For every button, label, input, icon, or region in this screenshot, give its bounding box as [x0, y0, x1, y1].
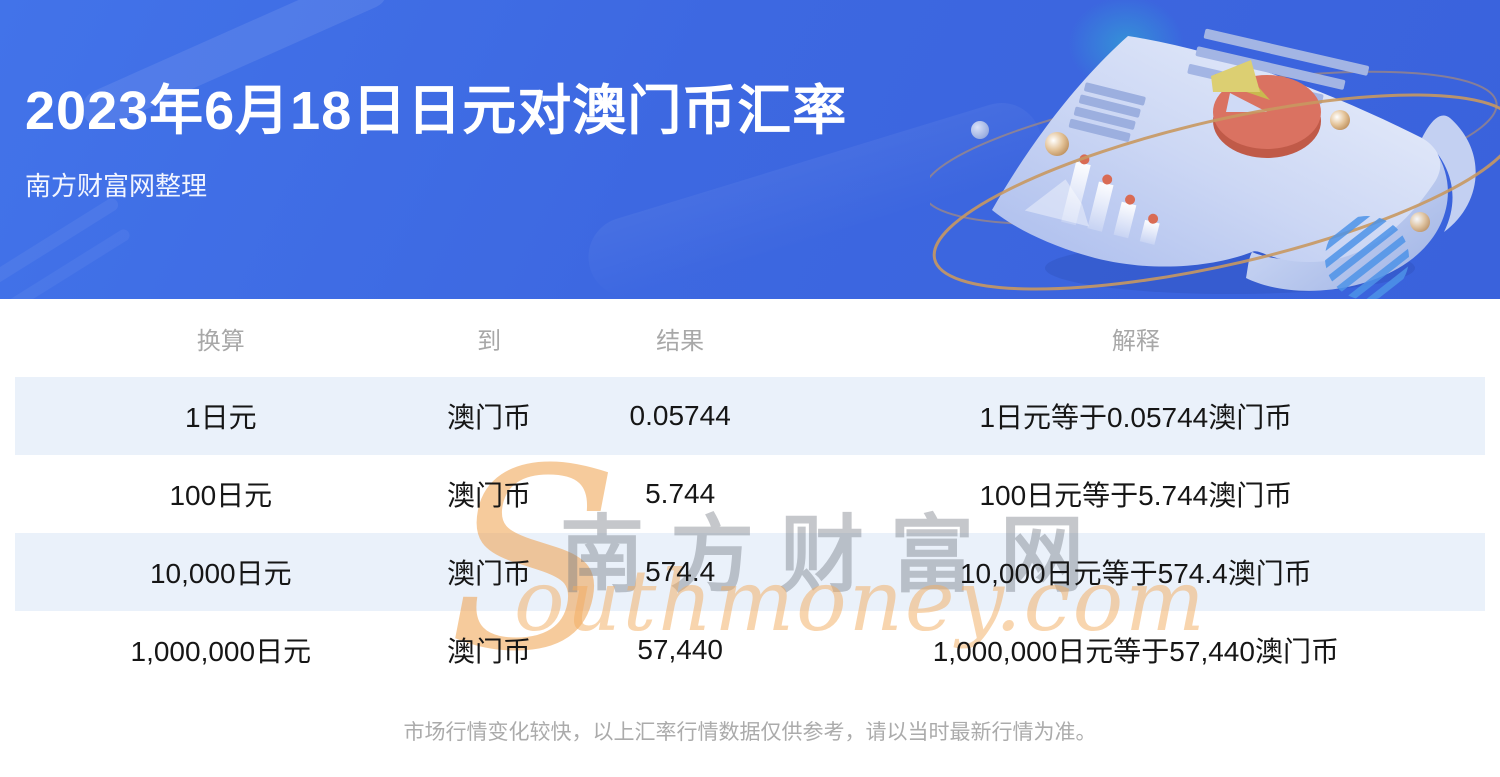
cell-amount: 1日元 — [185, 402, 257, 433]
page-title: 2023年6月18日日元对澳门币汇率 — [25, 81, 848, 141]
cell-amount: 10,000日元 — [149, 558, 292, 589]
exchange-rate-table: 换算 到 结果 解释 1日元 澳门币 0.05744 1日元等于0.05744澳… — [15, 299, 1485, 689]
cell-explanation: 1,000,000日元等于57,440澳门币 — [932, 636, 1339, 667]
table-row: 10,000日元 澳门币 574.4 10,000日元等于574.4澳门币 — [15, 533, 1485, 611]
page-subtitle: 南方财富网整理 — [25, 171, 208, 201]
table-header-row: 换算 到 结果 解释 — [15, 299, 1485, 377]
finance-document-illustration — [930, 0, 1500, 299]
column-header-explanation: 解释 — [1111, 327, 1160, 355]
cell-explanation: 100日元等于5.744澳门币 — [979, 480, 1293, 511]
cell-result: 0.05744 — [629, 400, 731, 431]
orbit-lines-front — [932, 93, 1500, 291]
table-row: 100日元 澳门币 5.744 100日元等于5.744澳门币 — [15, 455, 1485, 533]
cell-result: 5.744 — [645, 478, 716, 509]
table-row: 1,000,000日元 澳门币 57,440 1,000,000日元等于57,4… — [15, 611, 1485, 689]
orbit-bead — [971, 121, 989, 139]
cell-amount: 100日元 — [169, 480, 273, 511]
paper-content — [1024, 28, 1369, 245]
column-header-to: 到 — [477, 327, 502, 355]
cell-result: 57,440 — [637, 634, 723, 665]
orbit-beads — [971, 110, 1430, 232]
cell-result: 574.4 — [645, 556, 716, 587]
banner: 2023年6月18日日元对澳门币汇率 南方财富网整理 — [0, 0, 1500, 299]
cell-explanation: 1日元等于0.05744澳门币 — [979, 402, 1293, 433]
orbit-bead — [1330, 110, 1350, 130]
orbit-bead — [1410, 212, 1430, 232]
cell-explanation: 10,000日元等于574.4澳门币 — [959, 558, 1312, 589]
table-row: 1日元 澳门币 0.05744 1日元等于0.05744澳门币 — [15, 377, 1485, 455]
left-text-lines — [1068, 82, 1146, 142]
cell-currency: 澳门币 — [447, 402, 532, 433]
cell-currency: 澳门币 — [447, 558, 532, 589]
cell-currency: 澳门币 — [447, 480, 532, 511]
pie-chart-icon — [1211, 60, 1321, 158]
column-header-conversion: 换算 — [196, 327, 245, 355]
bar-chart-icon — [1024, 154, 1160, 245]
orbit-bead — [1045, 132, 1069, 156]
cell-currency: 澳门币 — [447, 636, 532, 667]
cell-amount: 1,000,000日元 — [130, 636, 312, 667]
disclaimer: 市场行情变化较快，以上汇率行情数据仅供参考，请以当时最新行情为准。 — [403, 721, 1097, 744]
column-header-result: 结果 — [656, 327, 705, 355]
